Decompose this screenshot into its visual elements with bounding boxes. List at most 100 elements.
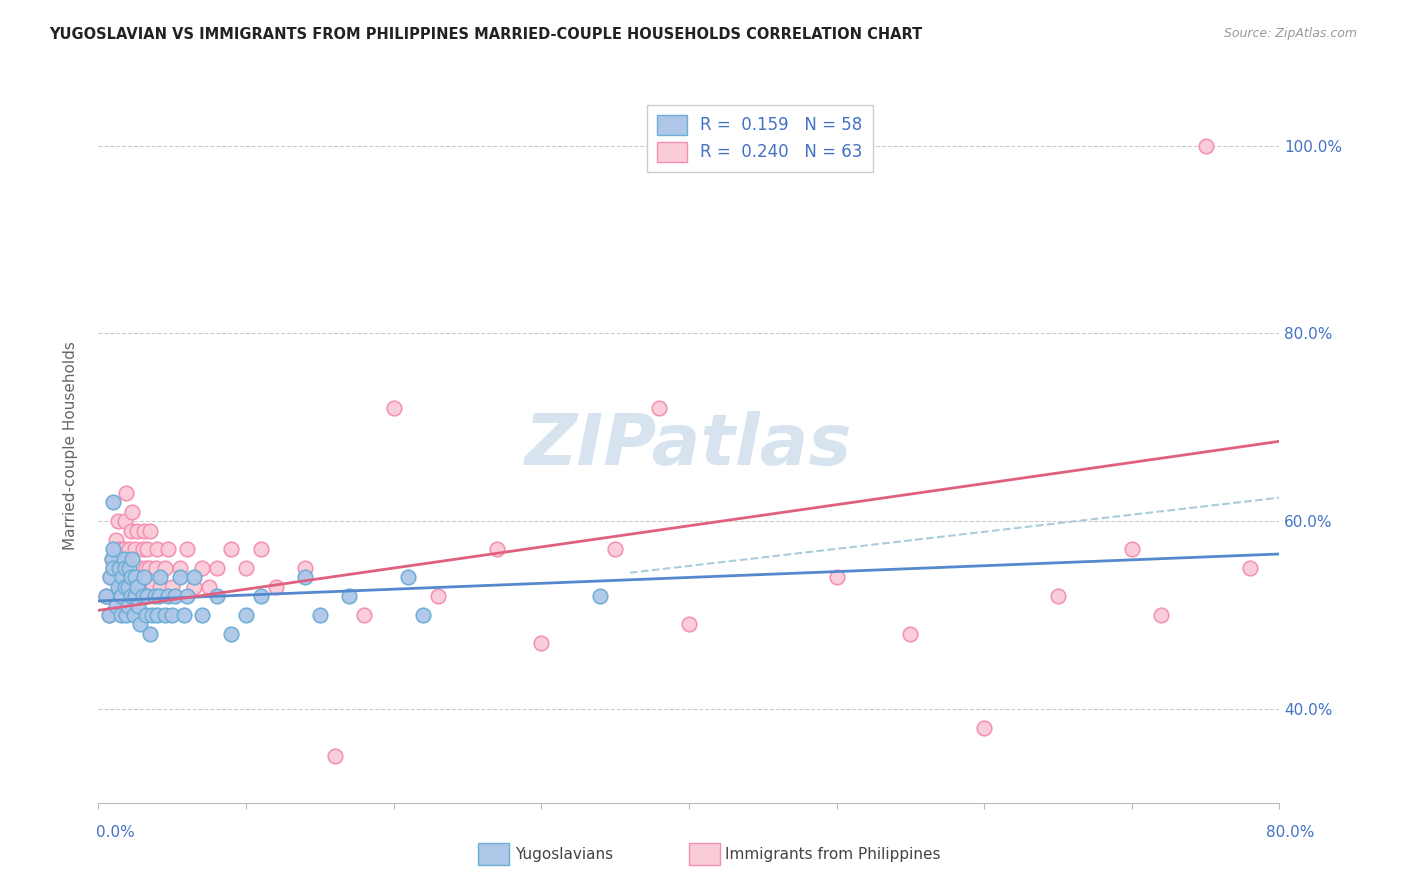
Point	[294, 570, 316, 584]
Point	[235, 607, 257, 622]
Point	[191, 561, 214, 575]
Point	[125, 524, 148, 538]
Point	[219, 542, 242, 557]
Point	[114, 514, 136, 528]
Point	[134, 524, 156, 538]
Point	[148, 589, 170, 603]
Point	[117, 561, 139, 575]
Point	[1121, 542, 1143, 557]
Point	[412, 607, 434, 622]
Point	[235, 561, 257, 575]
Point	[382, 401, 405, 416]
Point	[117, 580, 139, 594]
Point	[112, 542, 135, 557]
Legend: R =  0.159   N = 58, R =  0.240   N = 63: R = 0.159 N = 58, R = 0.240 N = 63	[647, 104, 873, 172]
Point	[183, 570, 205, 584]
Point	[149, 570, 172, 584]
Point	[176, 589, 198, 603]
Point	[121, 551, 143, 566]
Point	[110, 607, 132, 622]
Point	[108, 561, 131, 575]
Point	[156, 542, 179, 557]
Point	[139, 627, 162, 641]
Point	[125, 580, 148, 594]
Point	[128, 617, 150, 632]
Text: Immigrants from Philippines: Immigrants from Philippines	[725, 847, 941, 862]
Point	[139, 524, 162, 538]
Point	[146, 542, 169, 557]
Point	[1195, 138, 1218, 153]
Point	[105, 533, 128, 547]
Point	[135, 561, 157, 575]
Point	[169, 570, 191, 584]
Point	[110, 589, 132, 603]
Point	[142, 580, 165, 594]
Point	[825, 570, 848, 584]
Point	[103, 561, 125, 575]
Point	[112, 551, 135, 566]
Point	[103, 561, 125, 575]
Point	[128, 561, 150, 575]
Point	[111, 570, 134, 584]
Point	[145, 561, 167, 575]
Point	[117, 599, 139, 613]
Point	[114, 561, 136, 575]
Point	[1150, 607, 1173, 622]
Point	[122, 561, 145, 575]
Point	[98, 570, 121, 584]
Point	[264, 580, 287, 594]
Text: ZIPatlas: ZIPatlas	[526, 411, 852, 481]
Point	[153, 561, 176, 575]
Point	[100, 551, 122, 566]
Point	[103, 495, 125, 509]
Point	[118, 542, 141, 557]
Point	[136, 589, 159, 603]
Point	[156, 589, 179, 603]
Point	[337, 589, 360, 603]
Point	[486, 542, 509, 557]
Point	[605, 542, 627, 557]
Point	[141, 607, 163, 622]
Point	[127, 580, 149, 594]
Point	[107, 514, 129, 528]
Point	[124, 570, 146, 584]
Point	[153, 607, 176, 622]
Point	[191, 607, 214, 622]
Point	[396, 570, 419, 584]
Text: Source: ZipAtlas.com: Source: ZipAtlas.com	[1223, 27, 1357, 40]
Point	[94, 589, 117, 603]
Point	[146, 607, 169, 622]
Point	[105, 599, 128, 613]
Point	[900, 627, 922, 641]
Point	[176, 542, 198, 557]
Point	[205, 589, 228, 603]
Y-axis label: Married-couple Households: Married-couple Households	[63, 342, 77, 550]
Point	[115, 486, 138, 500]
Point	[108, 542, 131, 557]
Text: 80.0%: 80.0%	[1267, 825, 1315, 840]
Point	[138, 561, 160, 575]
Point	[120, 524, 142, 538]
Point	[165, 589, 187, 603]
Point	[162, 580, 183, 594]
Point	[678, 617, 700, 632]
Point	[97, 607, 120, 622]
Point	[127, 599, 149, 613]
Point	[294, 561, 316, 575]
Point	[114, 580, 136, 594]
Point	[120, 589, 142, 603]
Text: 0.0%: 0.0%	[96, 825, 135, 840]
Point	[135, 607, 157, 622]
Point	[122, 607, 145, 622]
Point	[309, 607, 332, 622]
Point	[143, 589, 166, 603]
Point	[427, 589, 450, 603]
Text: YUGOSLAVIAN VS IMMIGRANTS FROM PHILIPPINES MARRIED-COUPLE HOUSEHOLDS CORRELATION: YUGOSLAVIAN VS IMMIGRANTS FROM PHILIPPIN…	[49, 27, 922, 42]
Point	[110, 580, 132, 594]
Point	[124, 542, 146, 557]
Point	[124, 589, 146, 603]
Point	[149, 580, 172, 594]
Point	[1239, 561, 1261, 575]
Point	[98, 570, 121, 584]
Point	[94, 589, 117, 603]
